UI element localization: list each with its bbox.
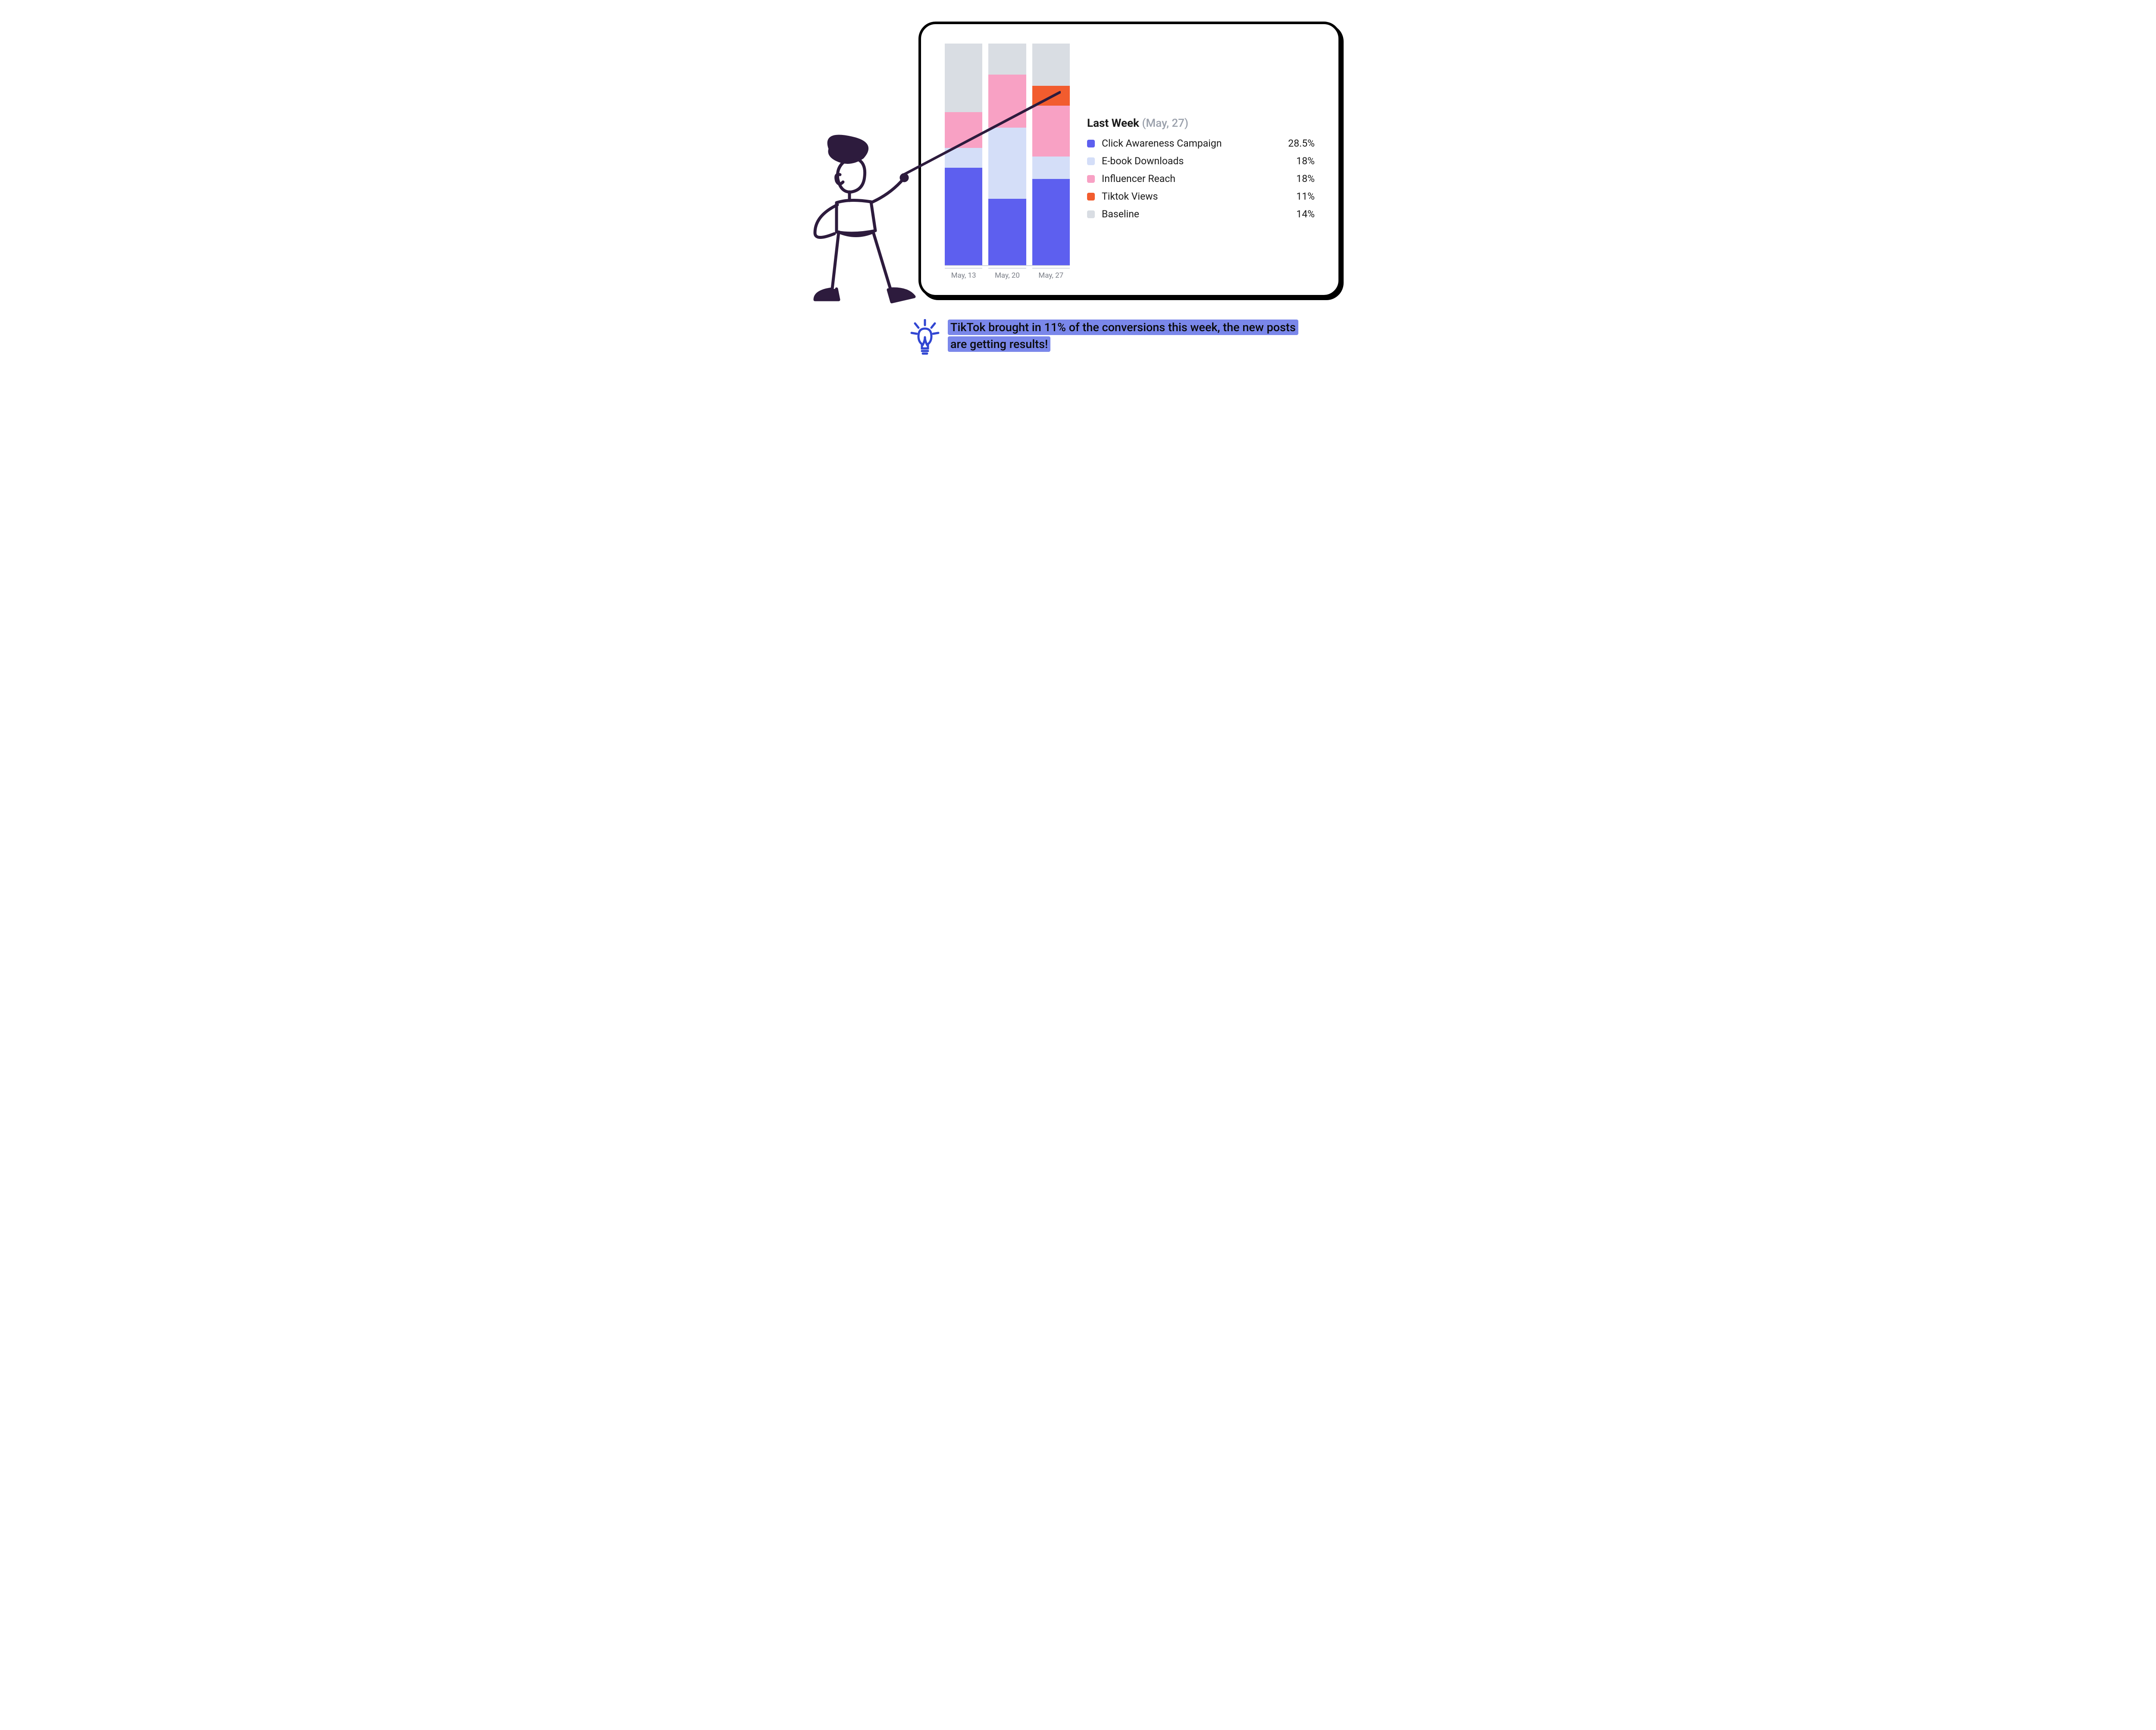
bar-segment-click_awareness — [988, 199, 1026, 265]
bar-segment-ebook — [945, 148, 982, 168]
legend-row-click_awareness: Click Awareness Campaign28.5% — [1087, 138, 1315, 149]
lightbulb-icon — [910, 319, 940, 358]
x-tick: May, 20 — [988, 268, 1026, 280]
legend-swatch — [1087, 140, 1095, 147]
bar-segment-baseline — [1032, 44, 1070, 86]
legend-swatch — [1087, 210, 1095, 218]
stacked-bar — [1032, 44, 1070, 265]
legend-title-sub: (May, 27) — [1142, 117, 1188, 130]
analytics-card: May, 13 May, 20 May, 27 Last Week (May, 27… — [918, 22, 1341, 298]
bar-segment-ebook — [988, 128, 1026, 198]
bar-segment-influencer — [988, 75, 1026, 128]
bar-segment-influencer — [1032, 106, 1070, 157]
legend-label: Tiktok Views — [1102, 191, 1296, 202]
legend-swatch — [1087, 175, 1095, 183]
bar-segment-click_awareness — [1032, 179, 1070, 265]
legend-label: Click Awareness Campaign — [1102, 138, 1288, 149]
bar-segment-influencer — [945, 112, 982, 147]
x-tick: May, 13 — [945, 268, 982, 280]
legend-value: 28.5% — [1288, 138, 1315, 149]
stacked-bar-chart — [945, 44, 1070, 266]
legend-row-ebook: E-book Downloads18% — [1087, 155, 1315, 167]
x-tick: May, 27 — [1032, 268, 1070, 280]
bar-column — [945, 44, 982, 265]
legend-row-influencer: Influencer Reach18% — [1087, 173, 1315, 185]
legend-value: 11% — [1296, 191, 1315, 202]
legend-value: 18% — [1296, 155, 1315, 167]
bar-segment-click_awareness — [945, 168, 982, 265]
bar-column — [1032, 44, 1070, 265]
legend-swatch — [1087, 157, 1095, 165]
bar-segment-baseline — [988, 44, 1026, 75]
legend-title-strong: Last Week — [1087, 117, 1139, 130]
insight-highlight: TikTok brought in 11% of the conversions… — [948, 320, 1298, 352]
presenter-illustration — [806, 134, 931, 315]
legend-value: 18% — [1296, 173, 1315, 185]
insight-callout: TikTok brought in 11% of the conversions… — [910, 319, 1307, 358]
bar-segment-ebook — [1032, 157, 1070, 179]
legend-label: Influencer Reach — [1102, 173, 1296, 185]
stacked-bar — [945, 44, 982, 265]
x-axis-ticks: May, 13 May, 20 May, 27 — [945, 268, 1070, 280]
legend-label: Baseline — [1102, 208, 1296, 220]
bar-column — [988, 44, 1026, 265]
legend-label: E-book Downloads — [1102, 155, 1296, 167]
insight-text: TikTok brought in 11% of the conversions… — [948, 319, 1307, 353]
legend-rows: Click Awareness Campaign28.5% E-book Down… — [1087, 138, 1315, 220]
legend-swatch — [1087, 193, 1095, 201]
bar-segment-baseline — [945, 44, 982, 112]
legend-row-tiktok: Tiktok Views11% — [1087, 191, 1315, 202]
legend-row-baseline: Baseline14% — [1087, 208, 1315, 220]
legend-title: Last Week (May, 27) — [1087, 117, 1315, 130]
legend-value: 14% — [1296, 208, 1315, 220]
legend-area: Last Week (May, 27) Click Awareness Camp… — [1087, 44, 1315, 280]
stacked-bar — [988, 44, 1026, 265]
bar-segment-tiktok — [1032, 86, 1070, 106]
chart-area: May, 13 May, 20 May, 27 — [945, 44, 1070, 280]
